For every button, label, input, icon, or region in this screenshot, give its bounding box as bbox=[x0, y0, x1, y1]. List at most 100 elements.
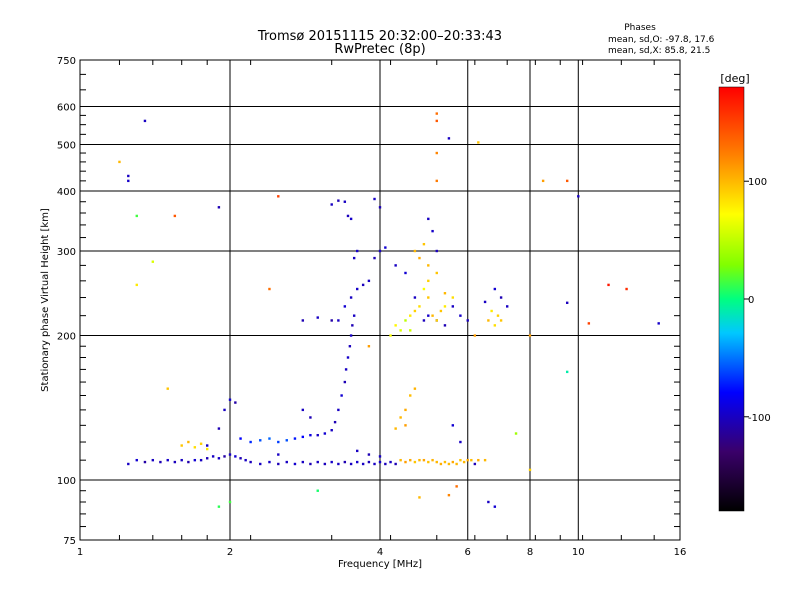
data-point-x bbox=[422, 242, 426, 246]
data-point-o bbox=[217, 427, 221, 430]
data-point-o bbox=[323, 432, 327, 435]
data-point-o bbox=[352, 256, 356, 260]
data-point-o bbox=[159, 460, 162, 464]
data-point-o bbox=[459, 314, 462, 317]
data-point-x bbox=[565, 370, 569, 374]
data-point-x bbox=[180, 444, 183, 447]
data-point-x bbox=[435, 112, 438, 115]
data-point-o bbox=[323, 462, 327, 466]
data-point-x bbox=[404, 408, 407, 412]
data-point-o bbox=[277, 462, 280, 466]
data-point-o bbox=[346, 214, 350, 218]
x-tick-label: 6 bbox=[465, 547, 471, 558]
data-point-x bbox=[541, 179, 545, 183]
data-point-x bbox=[173, 214, 177, 218]
data-point-o bbox=[443, 324, 447, 327]
data-point-x bbox=[435, 460, 438, 464]
data-point-x bbox=[418, 305, 421, 308]
data-point-o bbox=[337, 462, 340, 466]
data-point-x bbox=[205, 447, 209, 451]
data-point-x bbox=[399, 416, 402, 419]
data-point-x bbox=[431, 314, 434, 317]
data-point-x bbox=[389, 334, 392, 337]
data-point-x bbox=[435, 119, 438, 123]
data-point-x bbox=[413, 249, 417, 253]
data-point-o bbox=[459, 440, 462, 444]
data-point-o bbox=[316, 433, 319, 437]
data-point-x bbox=[418, 458, 421, 462]
data-point-o bbox=[422, 319, 426, 322]
data-point-x bbox=[439, 462, 443, 466]
data-point-x bbox=[118, 160, 121, 164]
data-point-o bbox=[493, 505, 497, 508]
colorbar: [deg] 100 0 -100 bbox=[718, 72, 771, 512]
data-point-x bbox=[435, 319, 438, 322]
data-point-o bbox=[346, 356, 350, 359]
data-point-o bbox=[293, 437, 297, 440]
x-tick-label: 2 bbox=[227, 547, 233, 558]
data-point-x bbox=[427, 296, 430, 299]
data-point-x bbox=[404, 424, 407, 427]
data-point-x bbox=[487, 319, 490, 322]
data-point-x bbox=[409, 314, 412, 317]
y-tick-label: 200 bbox=[57, 332, 76, 343]
data-point-o bbox=[239, 437, 242, 440]
data-point-x bbox=[451, 296, 455, 299]
data-point-x bbox=[435, 151, 438, 155]
data-point-o bbox=[330, 429, 333, 432]
data-point-x bbox=[166, 387, 169, 390]
y-axis-label: Stationary phase Virtual Height [km] bbox=[40, 208, 51, 392]
data-point-o bbox=[427, 217, 430, 221]
data-point-x bbox=[435, 179, 438, 183]
data-point-x bbox=[431, 458, 434, 462]
data-point-x bbox=[316, 489, 319, 492]
data-point-o bbox=[205, 457, 209, 460]
x-tick-label: 8 bbox=[527, 547, 533, 558]
colorbar-tick-label: 0 bbox=[748, 295, 754, 306]
data-point-o bbox=[466, 319, 469, 322]
data-point-o bbox=[143, 119, 147, 123]
data-point-o bbox=[344, 368, 348, 371]
data-point-o bbox=[355, 249, 359, 253]
data-point-o bbox=[487, 500, 490, 504]
data-point-o bbox=[249, 460, 252, 464]
data-point-o bbox=[349, 296, 353, 299]
data-point-o bbox=[285, 439, 288, 442]
data-point-o bbox=[268, 460, 271, 464]
data-point-o bbox=[373, 256, 376, 260]
data-point-x bbox=[187, 440, 190, 444]
data-point-o bbox=[199, 458, 203, 462]
data-point-x bbox=[135, 283, 138, 287]
data-point-x bbox=[367, 345, 371, 348]
data-point-o bbox=[337, 408, 340, 412]
data-point-x bbox=[399, 329, 402, 332]
colorbar-ticks: 100 0 -100 bbox=[744, 177, 771, 424]
data-point-o bbox=[577, 195, 580, 198]
data-point-x bbox=[490, 309, 493, 313]
data-point-o bbox=[316, 316, 319, 319]
data-point-x bbox=[496, 314, 500, 317]
data-point-o bbox=[473, 462, 477, 466]
data-point-x bbox=[422, 287, 426, 291]
data-point-x bbox=[268, 287, 271, 291]
data-point-o bbox=[301, 460, 305, 464]
y-tick-label: 500 bbox=[57, 141, 76, 152]
data-point-o bbox=[451, 424, 455, 427]
data-point-x bbox=[413, 460, 417, 464]
data-point-x bbox=[413, 387, 417, 390]
data-point-o bbox=[378, 206, 382, 209]
data-point-o bbox=[413, 296, 417, 299]
data-point-x bbox=[607, 283, 610, 287]
y-tick-label: 75 bbox=[63, 536, 76, 547]
data-point-o bbox=[234, 455, 237, 458]
data-point-o bbox=[343, 200, 347, 203]
data-point-x bbox=[394, 324, 397, 327]
data-point-x bbox=[418, 256, 421, 260]
data-point-x bbox=[135, 214, 138, 218]
data-point-o bbox=[127, 179, 130, 183]
y-tick-label: 600 bbox=[57, 103, 76, 114]
data-point-o bbox=[367, 453, 371, 456]
colorbar-tick-label: -100 bbox=[748, 413, 771, 424]
data-point-x bbox=[399, 458, 402, 462]
